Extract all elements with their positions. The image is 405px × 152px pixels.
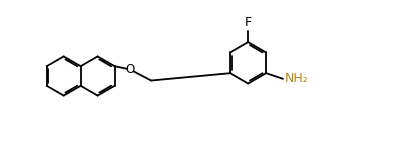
Text: O: O: [126, 64, 134, 76]
Text: F: F: [244, 16, 251, 29]
Text: NH₂: NH₂: [284, 72, 308, 85]
